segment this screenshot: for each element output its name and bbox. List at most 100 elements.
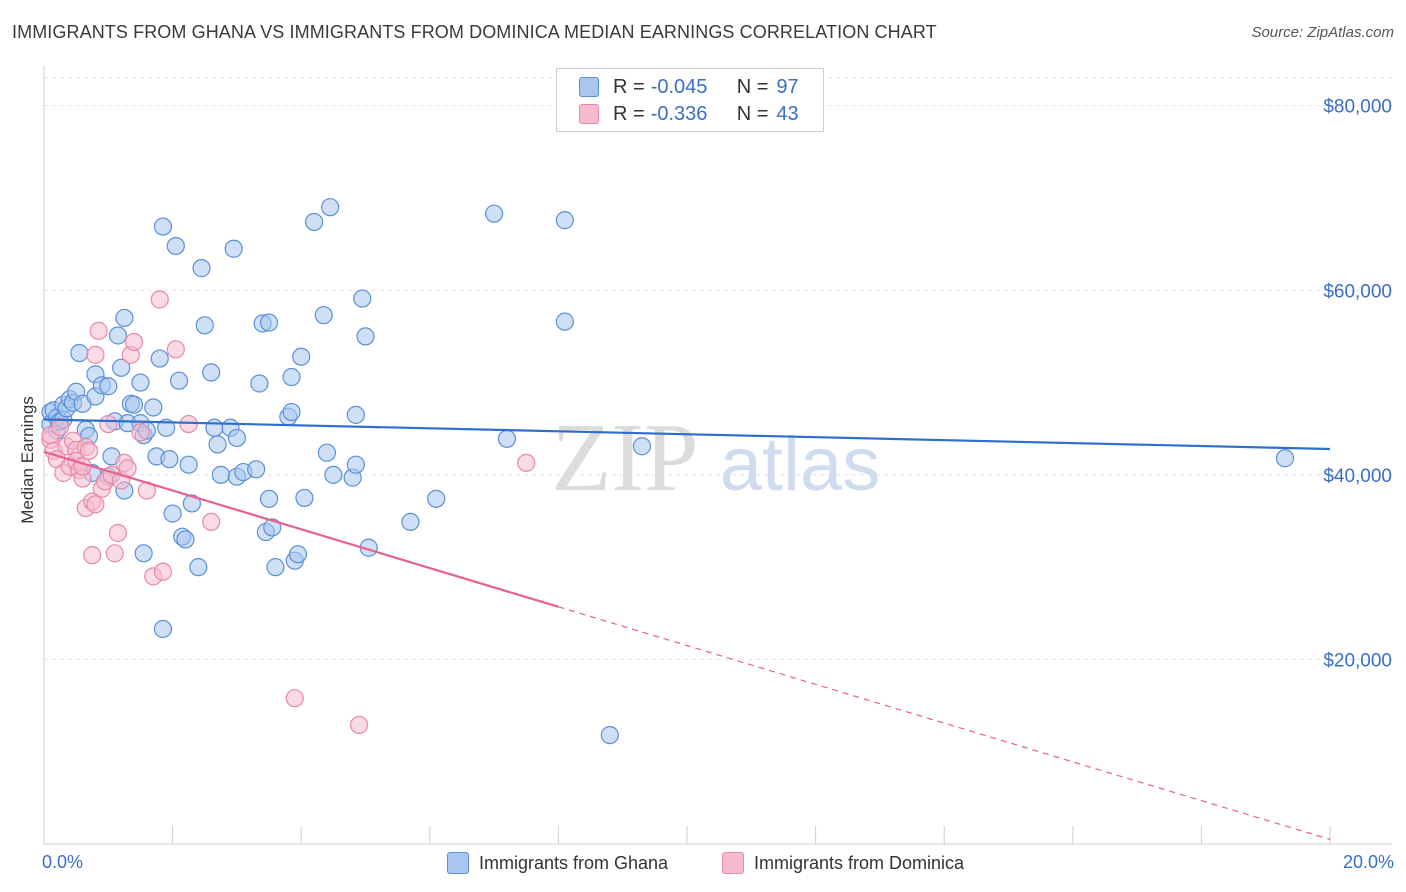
legend-row-dominica: R = -0.336 N = 43 xyxy=(579,102,799,126)
point-ghana-79 xyxy=(317,443,337,462)
point-ghana-20 xyxy=(99,377,118,396)
point-dominica-33 xyxy=(131,423,150,442)
trend-lines xyxy=(43,418,1331,840)
point-ghana-93 xyxy=(555,312,574,331)
point-ghana-45 xyxy=(169,371,189,390)
point-ghana-77 xyxy=(304,212,324,232)
point-ghana-51 xyxy=(192,259,211,278)
series-label-ghana: Immigrants from Ghana xyxy=(479,852,669,873)
legend-swatch-dominica xyxy=(579,104,599,124)
point-ghana-92 xyxy=(555,211,574,230)
series-legend-ghana[interactable]: Immigrants from Ghana xyxy=(447,852,668,874)
point-ghana-58 xyxy=(224,239,243,258)
point-ghana-86 xyxy=(356,327,375,346)
point-ghana-62 xyxy=(247,460,266,479)
point-ghana-89 xyxy=(427,489,446,508)
point-ghana-90 xyxy=(485,204,504,223)
trend-line-dominica xyxy=(43,450,559,608)
point-ghana-68 xyxy=(263,518,282,537)
point-ghana-24 xyxy=(108,326,128,345)
point-ghana-54 xyxy=(205,418,224,437)
point-ghana-43 xyxy=(163,504,182,523)
point-ghana-75 xyxy=(292,347,311,366)
point-dominica-38 xyxy=(166,340,185,359)
point-dominica-42 xyxy=(349,715,369,735)
y-tick-labels: $20,000 $40,000 $60,000 $80,000 xyxy=(1323,97,1392,672)
x-tick-label-min: 0.0% xyxy=(42,852,84,872)
point-ghana-96 xyxy=(1275,449,1295,468)
y-axis-title: Median Earnings xyxy=(18,396,37,524)
series-legend: Immigrants from Ghana Immigrants from Do… xyxy=(0,852,1406,876)
watermark: ZIP atlas xyxy=(552,404,881,512)
point-ghana-81 xyxy=(324,465,343,484)
point-ghana-52 xyxy=(195,316,214,335)
point-ghana-49 xyxy=(182,494,201,513)
point-dominica-18 xyxy=(83,546,102,565)
point-ghana-67 xyxy=(259,313,279,332)
point-ghana-72 xyxy=(282,367,301,387)
point-dominica-36 xyxy=(150,290,169,309)
legend-r-value-dominica: -0.336 xyxy=(650,102,708,125)
point-ghana-84 xyxy=(346,405,365,424)
source-credit: Source: ZipAtlas.com xyxy=(1251,24,1394,41)
legend-row-ghana: R = -0.045 N = 97 xyxy=(579,75,799,99)
point-ghana-95 xyxy=(632,437,652,456)
legend-n-value-ghana: 97 xyxy=(776,75,799,98)
legend-r-label: R = xyxy=(613,102,645,125)
data-points xyxy=(41,198,1295,745)
point-ghana-48 xyxy=(179,455,198,474)
y-tick-label-20000: $20,000 xyxy=(1323,650,1392,671)
point-ghana-83 xyxy=(346,455,365,474)
point-dominica-32 xyxy=(124,332,144,352)
axes xyxy=(43,66,1392,845)
point-ghana-76 xyxy=(295,488,314,508)
point-ghana-88 xyxy=(401,512,420,532)
series-label-dominica: Immigrants from Dominica xyxy=(754,852,965,873)
point-ghana-59 xyxy=(227,428,246,448)
point-ghana-66 xyxy=(259,489,279,508)
point-ghana-30 xyxy=(124,395,144,414)
point-ghana-26 xyxy=(115,308,134,328)
point-dominica-43 xyxy=(517,453,536,472)
point-ghana-42 xyxy=(160,450,179,469)
point-ghana-53 xyxy=(202,363,221,382)
y-tick-label-80000: $80,000 xyxy=(1323,97,1392,118)
point-ghana-47 xyxy=(176,530,195,549)
point-ghana-34 xyxy=(134,544,153,563)
series-swatch-ghana xyxy=(447,852,469,874)
y-tick-label-40000: $40,000 xyxy=(1323,466,1392,487)
series-swatch-dominica xyxy=(722,852,744,874)
legend-n-label: N = xyxy=(736,102,769,125)
point-dominica-21 xyxy=(89,321,108,340)
point-ghana-91 xyxy=(497,429,517,448)
point-ghana-44 xyxy=(166,236,185,256)
legend-n-label: N = xyxy=(736,75,769,98)
legend-r-value-ghana: -0.045 xyxy=(650,75,708,98)
point-ghana-36 xyxy=(144,398,163,417)
legend-r-label: R = xyxy=(613,75,645,98)
point-dominica-16 xyxy=(79,441,99,460)
point-ghana-41 xyxy=(157,418,176,437)
point-ghana-94 xyxy=(600,725,619,745)
point-ghana-56 xyxy=(211,465,230,484)
point-dominica-20 xyxy=(86,495,105,514)
point-ghana-78 xyxy=(314,306,333,325)
point-ghana-63 xyxy=(250,374,269,393)
point-ghana-32 xyxy=(131,373,150,392)
point-ghana-85 xyxy=(353,289,372,308)
point-ghana-71 xyxy=(282,402,301,422)
point-ghana-38 xyxy=(150,349,169,368)
x-tick-label-max: 20.0% xyxy=(1342,852,1394,872)
point-dominica-27 xyxy=(108,523,128,543)
point-dominica-19 xyxy=(86,345,105,364)
correlation-legend: R = -0.045 N = 97 R = -0.336 N = 43 xyxy=(556,68,824,132)
series-legend-dominica[interactable]: Immigrants from Dominica xyxy=(722,852,964,874)
point-ghana-39 xyxy=(153,217,173,236)
legend-swatch-ghana xyxy=(579,77,599,97)
point-ghana-40 xyxy=(153,619,173,639)
trend-line-dominica-extrapolated xyxy=(558,606,1331,840)
point-dominica-40 xyxy=(202,512,221,532)
point-dominica-24 xyxy=(99,414,118,434)
y-tick-label-60000: $60,000 xyxy=(1323,281,1392,302)
